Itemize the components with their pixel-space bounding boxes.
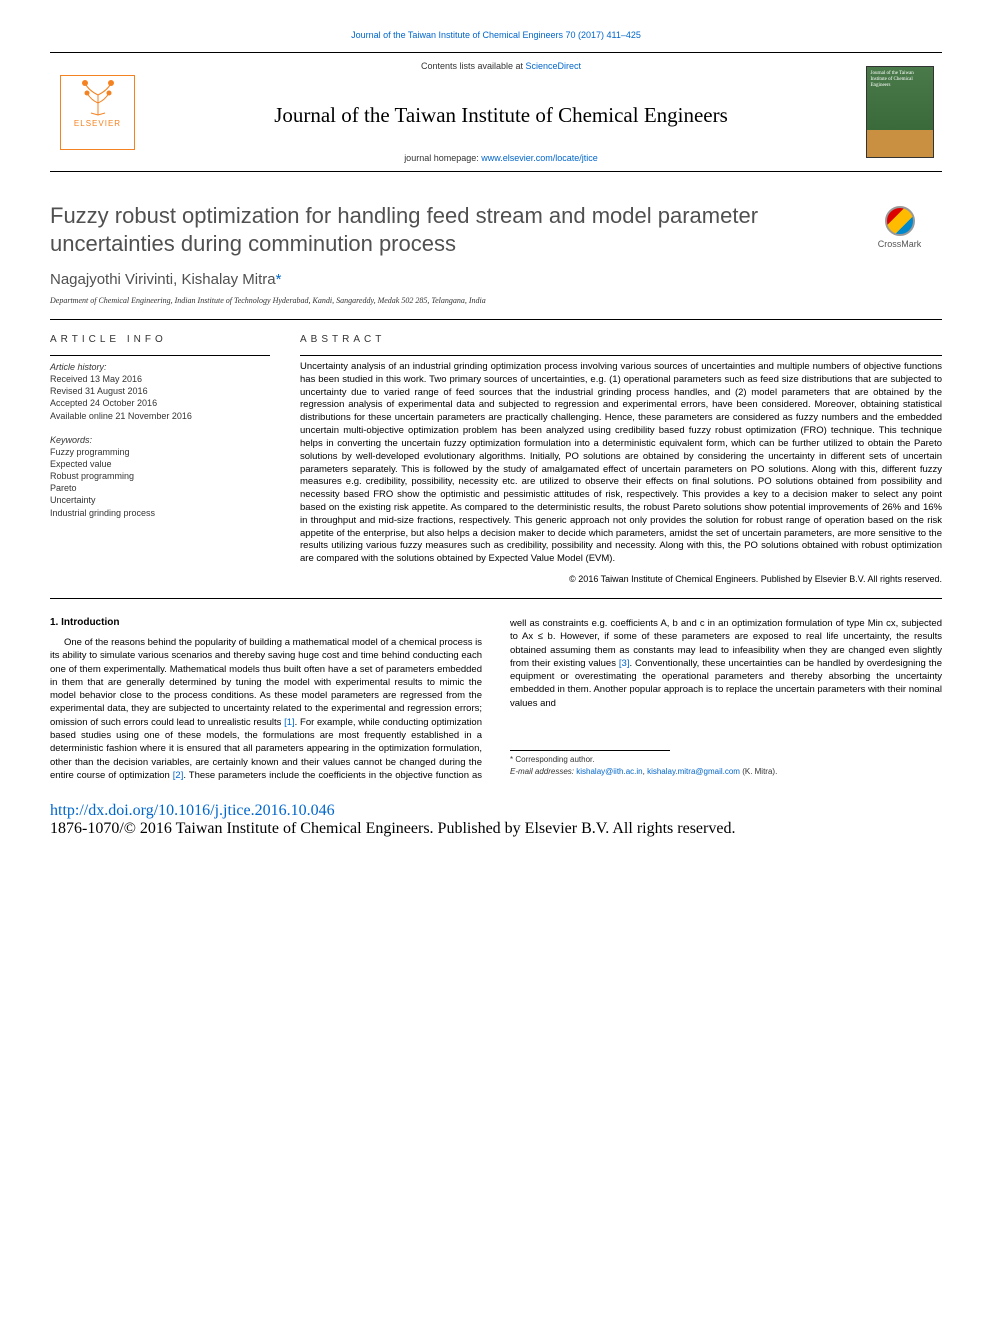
homepage-link[interactable]: www.elsevier.com/locate/jtice [481,153,598,163]
cover-title: Journal of the Taiwan Institute of Chemi… [867,67,933,93]
abstract-column: abstract Uncertainty analysis of an indu… [300,334,942,584]
email-line: E-mail addresses: kishalay@iith.ac.in, k… [510,767,942,776]
keyword: Uncertainty [50,494,270,506]
elsevier-logo[interactable]: ELSEVIER [60,75,135,150]
divider-bottom [50,598,942,599]
email-link-1[interactable]: kishalay@iith.ac.in [576,767,642,776]
email-label: E-mail addresses: [510,767,576,776]
keywords-block: Keywords: Fuzzy programming Expected val… [50,434,270,519]
page-footer: http://dx.doi.org/10.1016/j.jtice.2016.1… [50,798,942,838]
author-names: Nagajyothi Virivinti, Kishalay Mitra [50,271,276,288]
keyword: Robust programming [50,470,270,482]
citation-ref-1[interactable]: [1] [284,717,295,728]
intro-text-1: One of the reasons behind the popularity… [50,637,482,728]
homepage-line: journal homepage: www.elsevier.com/locat… [404,153,598,163]
contents-line: Contents lists available at ScienceDirec… [421,61,581,71]
email-link-2[interactable]: kishalay.mitra@gmail.com [647,767,740,776]
homepage-prefix: journal homepage: [404,153,481,163]
corresponding-author-note: * Corresponding author. [510,750,670,764]
divider-top [50,319,942,320]
history-block: Article history: Received 13 May 2016 Re… [50,355,270,422]
intro-heading: 1. Introduction [50,617,482,628]
intro-text-1-tail: . For example, while [295,717,380,728]
journal-name: Journal of the Taiwan Institute of Chemi… [274,103,728,128]
crossmark-label: CrossMark [878,239,922,249]
keyword: Industrial grinding process [50,507,270,519]
received-date: Received 13 May 2016 [50,373,270,385]
citation-ref-2[interactable]: [2] [173,770,184,781]
contents-prefix: Contents lists available at [421,61,526,71]
article-info-column: article info Article history: Received 1… [50,334,270,584]
journal-cover-thumbnail[interactable]: Journal of the Taiwan Institute of Chemi… [866,66,934,158]
footnote-block: * Corresponding author. E-mail addresses… [510,750,942,776]
sciencedirect-link[interactable]: ScienceDirect [526,61,582,71]
email-tail: (K. Mitra). [740,767,777,776]
citation-ref-3[interactable]: [3] [619,658,630,669]
affiliation: Department of Chemical Engineering, Indi… [50,296,942,305]
journal-banner: ELSEVIER Contents lists available at Sci… [50,52,942,172]
keyword: Expected value [50,458,270,470]
article-title: Fuzzy robust optimization for handling f… [50,202,837,257]
crossmark-icon [885,206,915,236]
online-date: Available online 21 November 2016 [50,410,270,422]
publisher-logo-block: ELSEVIER [50,53,145,171]
elsevier-text: ELSEVIER [61,119,134,128]
abstract-text: Uncertainty analysis of an industrial gr… [300,355,942,566]
title-row: Fuzzy robust optimization for handling f… [50,202,942,257]
authors: Nagajyothi Virivinti, Kishalay Mitra* [50,271,942,288]
issn-copyright: 1876-1070/© 2016 Taiwan Institute of Che… [50,820,942,838]
article-info-heading: article info [50,334,270,345]
revised-date: Revised 31 August 2016 [50,385,270,397]
keyword: Pareto [50,482,270,494]
corresponding-marker: * [276,271,282,288]
citation-header[interactable]: Journal of the Taiwan Institute of Chemi… [50,30,942,40]
history-label: Article history: [50,361,270,373]
meta-abstract-row: article info Article history: Received 1… [50,334,942,584]
keywords-label: Keywords: [50,434,270,446]
body-section: 1. Introduction One of the reasons behin… [50,617,942,782]
crossmark-badge[interactable]: CrossMark [857,206,942,249]
abstract-heading: abstract [300,334,942,345]
banner-center: Contents lists available at ScienceDirec… [145,53,857,171]
banner-right: Journal of the Taiwan Institute of Chemi… [857,53,942,171]
abstract-copyright: © 2016 Taiwan Institute of Chemical Engi… [300,574,942,584]
keyword: Fuzzy programming [50,446,270,458]
doi-link[interactable]: http://dx.doi.org/10.1016/j.jtice.2016.1… [50,802,335,819]
accepted-date: Accepted 24 October 2016 [50,397,270,409]
elsevier-tree-icon [61,76,134,120]
